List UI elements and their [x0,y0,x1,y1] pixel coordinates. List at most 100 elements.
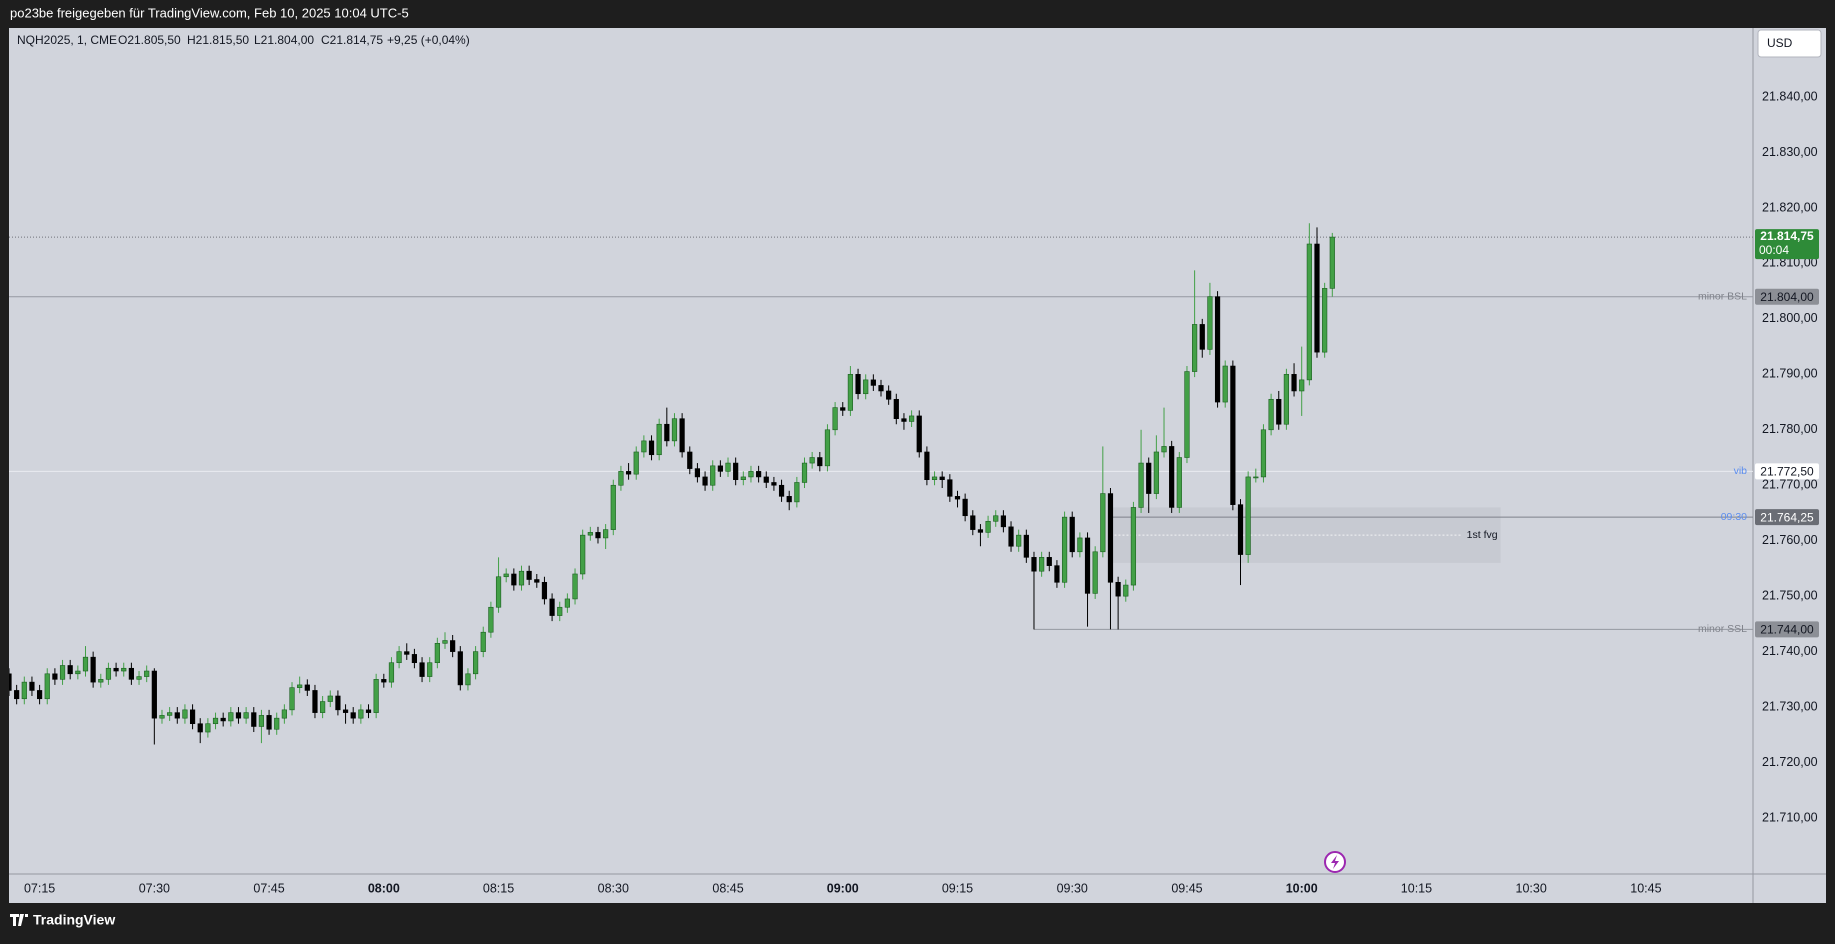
candle-body [687,451,693,469]
candle [1245,471,1251,563]
candle-body [427,662,433,677]
candle [121,662,127,677]
x-tick-label: 08:00 [368,881,400,895]
candle-body [197,723,203,733]
x-tick-label: 07:45 [253,881,284,895]
candle-body [212,717,219,725]
candle [365,704,372,719]
candle-body [358,709,364,719]
candle [840,402,846,416]
candle [962,493,968,522]
candle-body [121,667,127,672]
candle [1222,360,1228,408]
candle-body [1008,526,1014,547]
candle-body [1100,493,1106,553]
candle [931,471,938,486]
candle [985,515,991,538]
candle-body [1260,429,1267,478]
ohlc-change: +9,25 (+0,04%) [387,33,470,47]
candle-body [824,429,831,467]
candle-body [748,471,754,478]
level-name: minor SSL [1698,623,1747,635]
x-tick-label: 07:15 [24,881,55,895]
candle [1276,390,1282,430]
last-price-box [1755,229,1819,260]
candle [1123,579,1129,602]
candle-body [14,690,20,700]
candle-body [488,606,494,633]
candle-body [901,418,907,422]
candle [457,646,463,691]
candle-body [1092,551,1098,594]
candle [1084,532,1091,627]
candle-body [1169,446,1175,508]
candle-body [480,631,486,652]
candle [67,659,73,680]
candle [1069,511,1075,558]
level-price-label: 21.772,50 [1760,465,1814,479]
candle-body [1046,557,1052,566]
candle-body [1268,398,1274,431]
candle-body [350,712,356,719]
candle [977,524,984,547]
candle-body [235,712,242,719]
candle [1054,560,1060,588]
candle [886,385,892,405]
candle-body [916,415,922,453]
candle [44,668,50,705]
candle [901,413,907,430]
candle [572,568,578,605]
candle [710,460,716,491]
candle-body [1023,534,1029,558]
candle-body [763,476,769,483]
candle-body [740,476,746,480]
candle-body [1054,565,1060,583]
candle [1031,551,1037,630]
lightning-icon[interactable] [1324,851,1346,873]
candle-body [59,665,66,680]
y-tick-label: 21.800,00 [1762,311,1818,325]
candle [1268,393,1274,436]
y-tick-label: 21.760,00 [1762,533,1818,547]
candle [75,665,81,680]
candle-body [1322,288,1328,353]
candle [954,490,961,508]
candle [1092,546,1098,599]
candle [243,707,249,724]
candle [258,709,265,744]
candle [404,643,410,660]
candle [235,707,242,724]
y-tick-label: 21.720,00 [1762,755,1818,769]
candle-body [786,496,792,503]
candle [1107,488,1114,630]
candle [1199,318,1205,358]
candle-body [82,656,89,672]
ohlc-close: C21.814,75 [321,33,383,47]
currency-label[interactable]: USD [1767,36,1793,50]
candle [29,676,35,696]
candle [610,479,616,536]
candle-body [993,515,999,522]
candle [1130,501,1137,591]
candle-body [847,374,854,411]
candle [916,410,922,458]
candle [1291,363,1297,397]
candle [503,568,509,583]
candle [1237,499,1244,586]
candle [442,632,448,649]
last-price-label: 21.814,75 [1760,229,1814,243]
lightning-bolt[interactable] [1331,855,1339,869]
x-tick-label: 10:30 [1516,881,1547,895]
candle-body [335,695,341,711]
countdown-label: 00:04 [1759,243,1789,257]
candle-body [189,709,196,725]
candle [664,407,670,447]
candle [740,471,746,486]
candle [557,601,563,622]
candle-body [503,573,509,578]
symbol-info: NQH2025, 1, CME [17,33,117,47]
currency-button[interactable] [1757,29,1822,58]
candle-body [1016,534,1022,547]
candle [801,457,808,489]
y-tick-label: 21.750,00 [1762,588,1818,602]
